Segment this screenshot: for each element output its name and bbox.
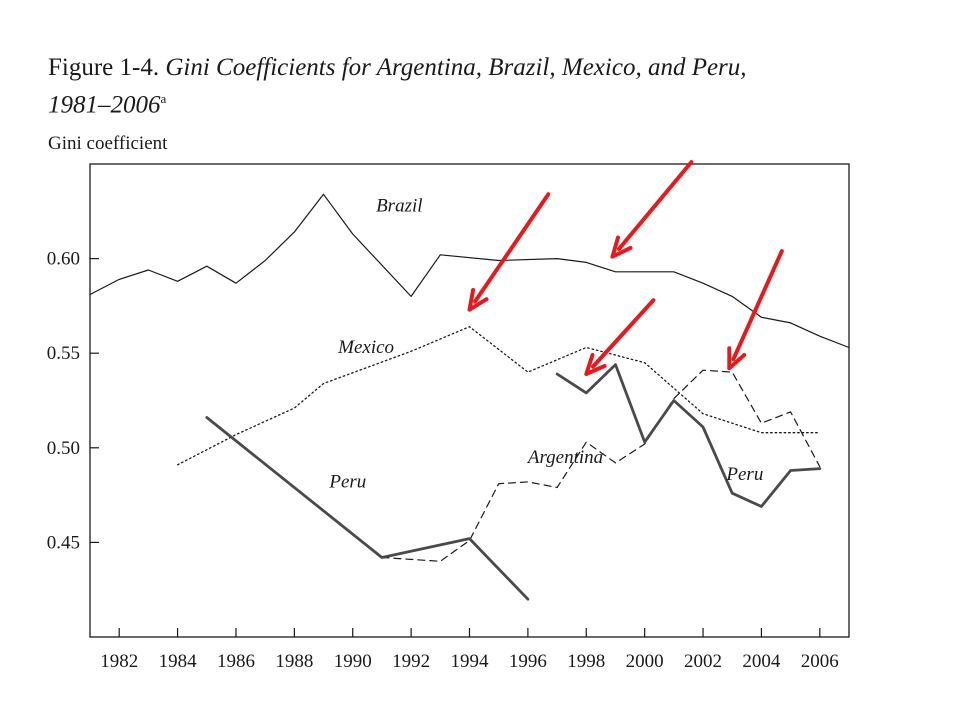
- y-tick-label: 0.45: [47, 532, 80, 553]
- arrow-shaft: [616, 160, 694, 252]
- arrow-head: [584, 353, 607, 376]
- figure-title-line1: Gini Coefficients for Argentina, Brazil,…: [165, 54, 747, 81]
- series-label-peru: Peru: [725, 464, 763, 485]
- footnote-mark: a: [160, 91, 167, 106]
- arrow-shaft: [473, 192, 551, 304]
- x-tick-label: 1982: [100, 651, 138, 672]
- series-line-brazil: [89, 193, 850, 349]
- y-axis-label: Gini coefficient: [48, 133, 168, 154]
- x-tick-label: 2004: [742, 651, 781, 672]
- red-arrow: [610, 160, 694, 259]
- figure-number: Figure 1-4.: [48, 54, 160, 81]
- red-arrow: [727, 249, 784, 371]
- plot-frame: [89, 163, 850, 638]
- arrow-head: [727, 346, 747, 371]
- series-line-argentina: [381, 369, 821, 562]
- x-tick-label: 2002: [684, 651, 722, 672]
- y-tick-label: 0.50: [47, 438, 80, 459]
- y-tick-label: 0.55: [47, 343, 80, 364]
- red-arrow: [584, 298, 656, 376]
- x-tick-label: 1992: [392, 651, 430, 672]
- arrow-head: [467, 288, 489, 312]
- x-tick-label: 2006: [801, 651, 839, 672]
- series-label-argentina: Argentina: [526, 447, 603, 468]
- arrow-shaft: [731, 249, 784, 362]
- series-label-mexico: Mexico: [337, 337, 394, 358]
- x-tick-label: 1990: [334, 651, 372, 672]
- series-label-peru: Peru: [328, 472, 366, 493]
- series-line-peru: [555, 363, 822, 508]
- x-tick-label: 1984: [159, 651, 198, 672]
- y-tick-label: 0.60: [47, 249, 80, 270]
- x-tick-label: 1986: [217, 651, 255, 672]
- x-tick-label: 1996: [509, 651, 547, 672]
- figure-title: Figure 1-4. Gini Coefficients for Argent…: [48, 52, 768, 120]
- series-line-mexico: [176, 326, 821, 466]
- red-arrow: [467, 192, 551, 312]
- series-label-brazil: Brazil: [376, 195, 422, 216]
- series-line-peru: [205, 416, 530, 601]
- x-tick-label: 1998: [567, 651, 605, 672]
- x-tick-label: 2000: [626, 651, 664, 672]
- x-tick-label: 1988: [275, 651, 313, 672]
- x-tick-label: 1994: [451, 651, 490, 672]
- arrow-shaft: [590, 298, 656, 369]
- figure-title-line2: 1981–2006: [48, 91, 161, 119]
- arrow-head: [610, 235, 633, 259]
